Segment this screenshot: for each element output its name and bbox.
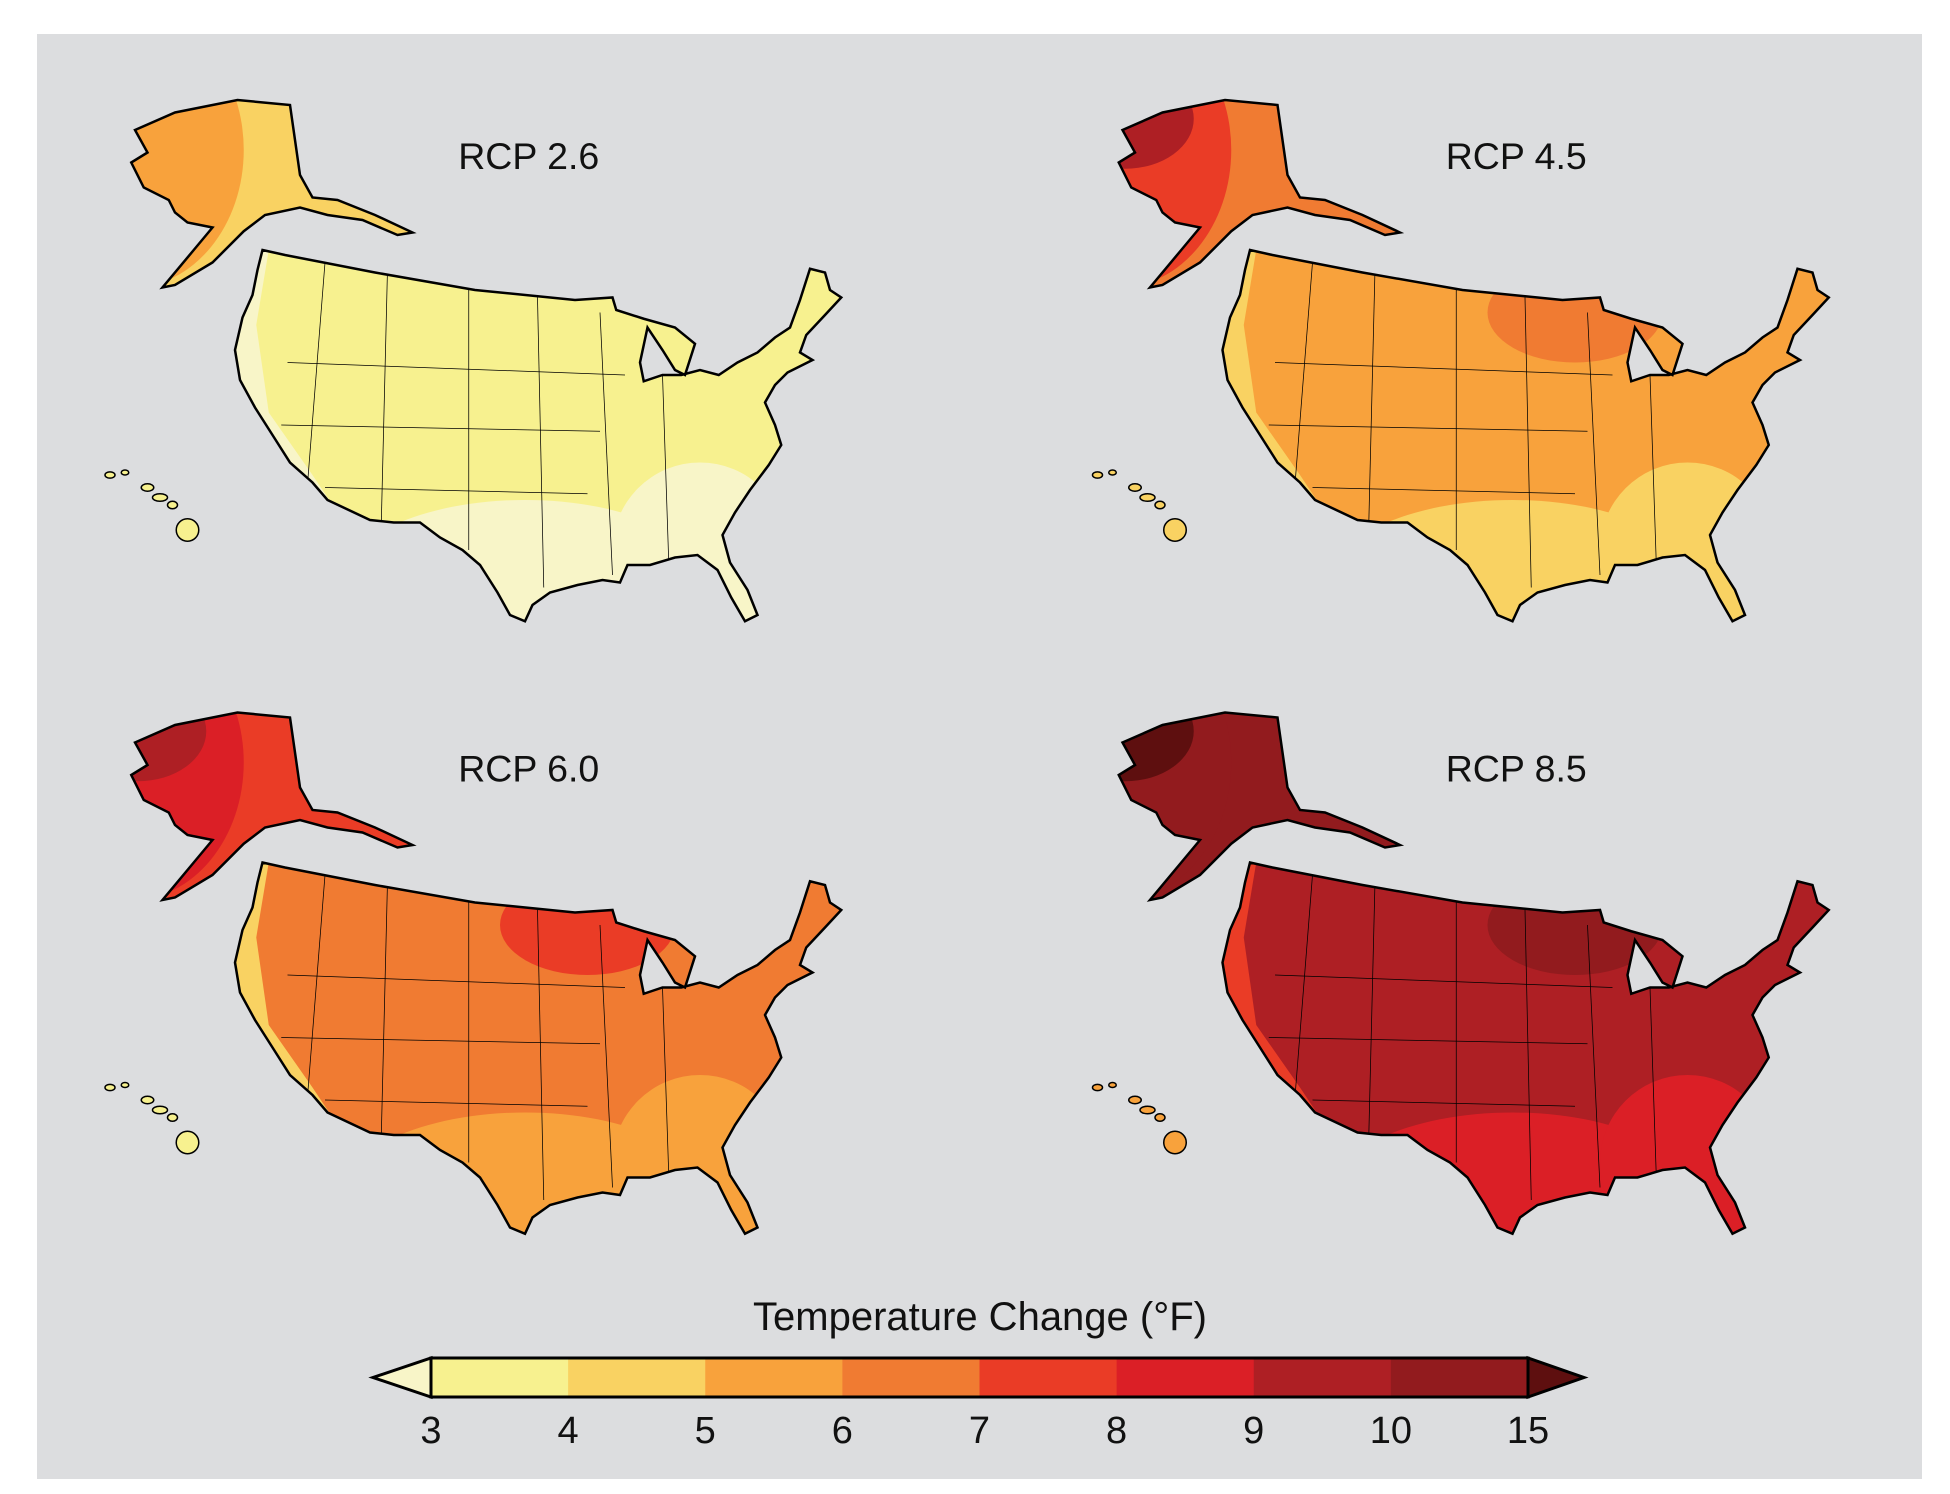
hawaii-island <box>175 1130 200 1155</box>
hawaii-island <box>140 1095 155 1105</box>
legend-swatch <box>979 1358 1118 1397</box>
state-border <box>537 297 545 588</box>
conus-outline <box>1221 861 1831 1236</box>
state-border <box>1293 874 1313 1113</box>
hawaii-island <box>104 471 116 479</box>
state-border <box>1524 297 1532 588</box>
state-border <box>287 362 626 376</box>
legend-tick-label: 10 <box>1370 1410 1412 1452</box>
state-border <box>1649 374 1657 563</box>
panel-title: RCP 6.0 <box>458 747 599 789</box>
legend-swatch <box>1116 1358 1255 1397</box>
state-border <box>1312 1099 1576 1107</box>
state-border <box>1587 312 1601 576</box>
alaska-outline <box>1117 711 1405 902</box>
alaska-outline <box>1117 98 1405 290</box>
figure-background <box>37 34 1922 1479</box>
hawaii-island <box>166 1113 179 1122</box>
state-border <box>537 909 545 1201</box>
legend-tick-label: 5 <box>695 1410 716 1452</box>
state-border <box>1649 987 1657 1176</box>
legend-swatch <box>431 1358 569 1397</box>
state-border <box>662 374 670 563</box>
legend-tick-label: 8 <box>1106 1410 1127 1452</box>
state-border <box>380 881 388 1138</box>
state-border <box>1587 924 1601 1188</box>
state-border <box>305 874 326 1113</box>
state-border <box>1268 1037 1588 1045</box>
hawaii-island <box>120 1081 130 1089</box>
hawaii-island <box>166 500 179 510</box>
state-border <box>662 987 670 1176</box>
legend-swatch <box>1390 1358 1529 1397</box>
panel-title: RCP 2.6 <box>458 135 599 177</box>
color-legend: Temperature Change (°F) 3 4 5 6 7 8 9 10 15 <box>368 1295 1589 1452</box>
state-border <box>287 974 626 988</box>
hawaii-island <box>1128 1095 1142 1105</box>
state-border <box>1312 487 1576 495</box>
state-border <box>380 268 388 526</box>
hawaii-island <box>1139 493 1156 502</box>
state-border <box>1268 424 1588 432</box>
hawaii-island <box>151 493 169 502</box>
state-border <box>599 312 613 576</box>
state-border <box>1368 268 1376 526</box>
legend-title: Temperature Change (°F) <box>753 1295 1207 1339</box>
state-border <box>599 924 613 1188</box>
legend-tick-label: 7 <box>969 1410 990 1452</box>
alaska-outline <box>129 98 417 290</box>
state-border <box>1524 909 1532 1201</box>
legend-tick-label: 9 <box>1243 1410 1264 1452</box>
hawaii-island <box>175 518 200 542</box>
hawaii-island <box>1163 518 1187 542</box>
hawaii-island <box>1128 483 1142 492</box>
panel-title: RCP 8.5 <box>1446 747 1587 789</box>
state-border <box>1368 881 1376 1138</box>
hawaii-island <box>1091 471 1104 479</box>
alaska-outline <box>129 711 417 902</box>
state-border <box>324 1099 588 1107</box>
conus-outline <box>233 248 844 623</box>
legend-tick-label: 15 <box>1507 1410 1549 1452</box>
hawaii-island <box>104 1083 116 1092</box>
conus-outline <box>1221 248 1831 623</box>
hawaii-island <box>120 469 130 476</box>
state-border <box>1293 262 1313 501</box>
legend-swatch <box>568 1358 706 1397</box>
state-border <box>324 487 588 495</box>
hawaii-island <box>1108 1081 1117 1089</box>
legend-swatch <box>842 1358 980 1397</box>
legend-tick-label: 4 <box>558 1410 579 1452</box>
legend-tick-label: 3 <box>420 1410 441 1452</box>
legend-bar-frame <box>429 1356 1530 1399</box>
legend-swatch <box>1253 1358 1392 1397</box>
hawaii-island <box>1154 500 1166 510</box>
state-border <box>281 1037 601 1045</box>
hawaii-island <box>151 1105 169 1115</box>
legend-tick-label: 6 <box>832 1410 853 1452</box>
hawaii-island <box>1163 1130 1187 1155</box>
state-border <box>305 262 326 501</box>
state-border <box>1274 362 1613 376</box>
conus-outline <box>233 861 844 1236</box>
state-border <box>281 424 601 432</box>
hawaii-island <box>1108 469 1117 476</box>
hawaii-island <box>140 483 155 492</box>
hawaii-island <box>1154 1113 1166 1122</box>
hawaii-island <box>1139 1105 1156 1115</box>
panel-title: RCP 4.5 <box>1446 135 1587 177</box>
legend-swatch <box>705 1358 843 1397</box>
hawaii-island <box>1091 1083 1104 1092</box>
state-border <box>1274 974 1613 988</box>
